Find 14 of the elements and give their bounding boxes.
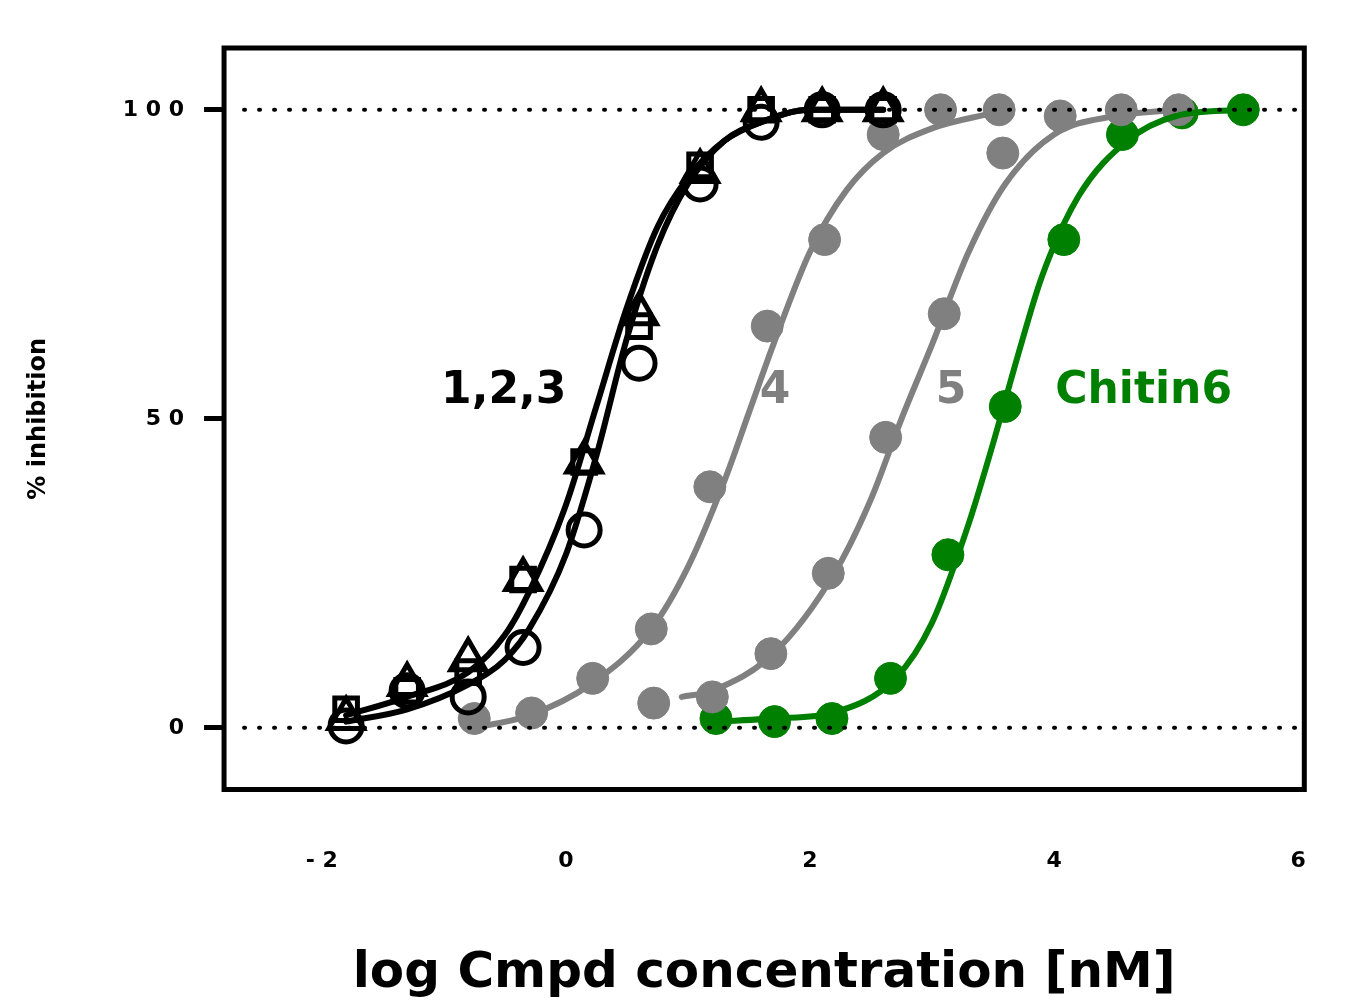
y-tick-label: 1 0 0 (122, 95, 185, 121)
y-axis-title: % inhibition (22, 337, 51, 500)
x-axis-title: log Cmpd concentration [nM] (352, 940, 1176, 999)
series-label: 4 (759, 362, 791, 414)
x-tick-label: 0 (558, 846, 574, 872)
x-tick-label: 2 (802, 846, 818, 872)
series-label: 5 (935, 362, 967, 414)
y-tick-label: 5 0 (145, 404, 185, 430)
annotation: 1,2,3 (441, 362, 567, 414)
x-tick-label: 6 (1290, 846, 1306, 872)
y-tick-label: 0 (168, 713, 185, 739)
x-tick-label: - 2 (305, 846, 338, 872)
series-label: Chitin6 (1055, 362, 1233, 414)
x-tick-label: 4 (1046, 846, 1062, 872)
